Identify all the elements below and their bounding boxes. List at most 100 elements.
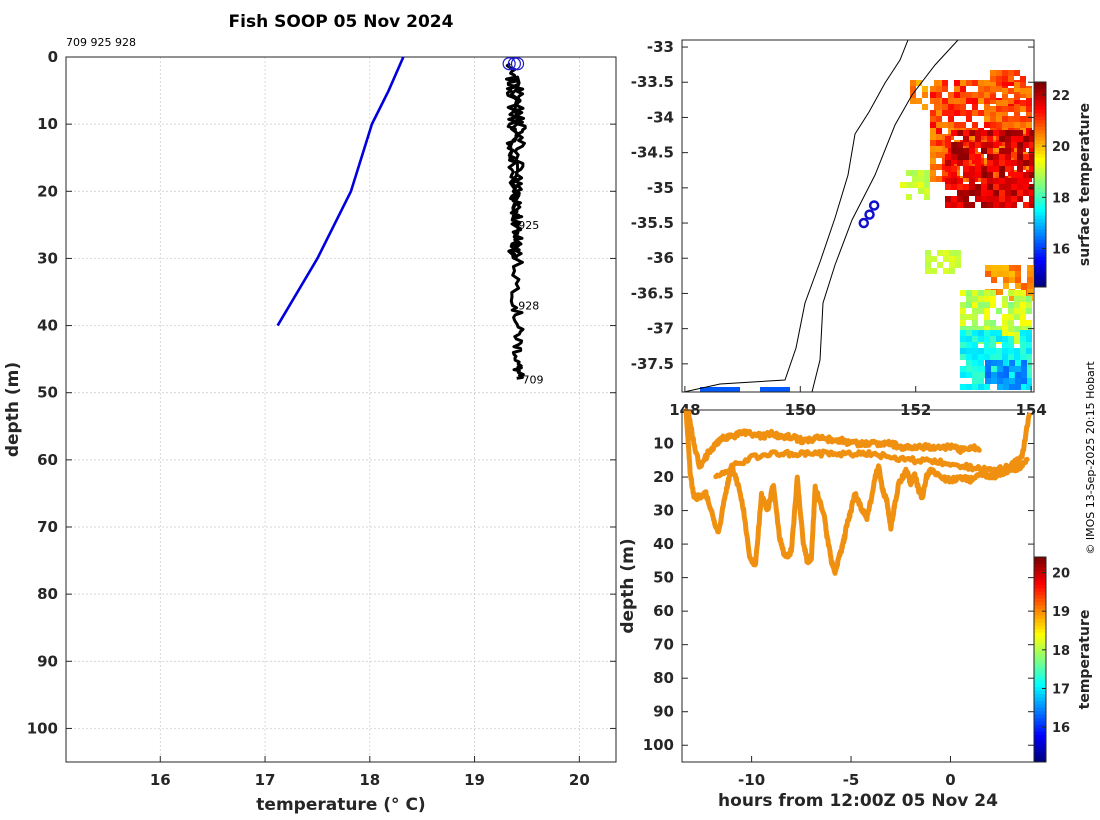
sst-pixel <box>1009 265 1015 271</box>
sst-pixel <box>1014 332 1020 338</box>
sec-y-tick-label: 60 <box>653 602 674 620</box>
sec-colorbar-cell <box>1034 577 1046 582</box>
sst-pixel <box>942 98 948 104</box>
sst-pixel <box>1017 154 1023 160</box>
colorbar-cell <box>1034 225 1046 230</box>
sst-pixel <box>1026 302 1032 308</box>
sec-colorbar-cell <box>1034 615 1046 619</box>
sst-pixel <box>978 308 984 314</box>
sst-pixel <box>1002 296 1008 302</box>
sst-pixel <box>1020 82 1026 88</box>
sst-pixel <box>930 152 936 158</box>
sst-pixel <box>1017 148 1023 154</box>
sst-pixel <box>1002 326 1008 332</box>
sst-pixel <box>922 86 928 92</box>
sst-pixel <box>1015 366 1021 372</box>
sst-pixel <box>954 86 960 92</box>
colorbar-cell <box>1034 153 1046 158</box>
sst-pixel <box>1026 92 1032 98</box>
sec-colorbar-cell <box>1034 639 1046 643</box>
sst-pixel <box>997 372 1003 378</box>
sst-pixel <box>951 172 957 178</box>
sst-pixel <box>1026 330 1032 336</box>
sst-pixel <box>972 372 978 378</box>
sst-pixel <box>990 98 996 104</box>
sst-pixel <box>1008 116 1014 122</box>
sst-pixel <box>1008 302 1014 308</box>
sst-pixel <box>1020 326 1026 332</box>
sst-pixel <box>949 256 955 262</box>
sst-pixel <box>918 182 924 188</box>
map-y-tick-label: -37 <box>647 320 674 338</box>
map-y-tick-label: -37.5 <box>631 355 674 373</box>
sst-pixel <box>1029 154 1034 160</box>
sst-pixel <box>1008 314 1014 320</box>
sst-pixel <box>936 134 942 140</box>
sst-pixel <box>960 308 966 314</box>
sst-pixel <box>1011 184 1017 190</box>
colorbar-cell <box>1034 208 1046 213</box>
sst-pixel <box>978 384 984 390</box>
sec-colorbar-cell <box>1034 755 1046 760</box>
sec-colorbar-cell <box>1034 731 1046 736</box>
sec-colorbar-cell <box>1034 649 1046 654</box>
sst-pixel <box>954 104 960 110</box>
sst-pixel <box>1011 136 1017 142</box>
sst-pixel <box>996 330 1002 336</box>
colorbar-cell <box>1034 187 1046 192</box>
sst-pixel <box>960 348 966 354</box>
sst-pixel <box>991 277 997 283</box>
sst-pixel <box>1020 88 1026 94</box>
sec-colorbar-cell <box>1034 659 1046 664</box>
sst-pixel <box>1011 160 1017 166</box>
sec-x-tick-label: -5 <box>843 771 860 789</box>
sst-pixel <box>955 250 961 256</box>
sst-pixel <box>990 320 996 326</box>
sst-pixel <box>1029 160 1034 166</box>
sst-pixel <box>954 80 960 86</box>
sst-pixel <box>1002 360 1008 366</box>
sst-pixel <box>1020 348 1026 354</box>
colorbar-cell <box>1034 167 1046 172</box>
climatology-line <box>276 56 405 327</box>
sst-pixel <box>966 290 972 296</box>
sst-pixel <box>942 146 948 152</box>
sst-pixel <box>978 348 984 354</box>
chart-title: Fish SOOP 05 Nov 2024 <box>229 12 454 32</box>
sst-pixel <box>934 98 940 104</box>
sst-pixel <box>1002 106 1008 112</box>
sst-pixel <box>996 76 1002 82</box>
sst-pixel <box>985 265 991 271</box>
sec-colorbar-cell <box>1034 632 1046 637</box>
sst-pixel <box>984 98 990 104</box>
sst-pixel <box>1008 98 1014 104</box>
sst-pixel <box>999 130 1005 136</box>
colorbar-cell <box>1034 218 1046 223</box>
sst-pixel <box>1002 348 1008 354</box>
sst-pixel <box>984 330 990 336</box>
sst-pixel <box>1026 378 1032 384</box>
sst-pixel <box>993 190 999 196</box>
sst-pixel <box>1008 372 1014 378</box>
sec-colorbar-cell <box>1034 625 1046 630</box>
x-tick-label: 16 <box>150 771 171 789</box>
sst-pixel <box>1026 296 1032 302</box>
sst-pixel <box>981 184 987 190</box>
sst-pixel <box>1014 314 1020 320</box>
sst-pixel <box>906 194 912 200</box>
sst-pixel <box>978 296 984 302</box>
sst-pixel <box>924 194 930 200</box>
sst-pixel <box>1017 136 1023 142</box>
sec-colorbar-cell <box>1034 714 1046 719</box>
sst-pixel <box>984 290 990 296</box>
sst-pixel <box>969 184 975 190</box>
map-y-tick-label: -34.5 <box>631 144 674 162</box>
sst-pixel <box>1014 94 1020 100</box>
map-y-tick-label: -35 <box>647 179 674 197</box>
sst-pixel <box>1009 366 1015 372</box>
sst-pixel <box>1029 184 1034 190</box>
sst-pixel <box>972 314 978 320</box>
sec-colorbar-cell <box>1034 563 1046 568</box>
coastline <box>683 40 909 392</box>
sst-pixel <box>978 290 984 296</box>
